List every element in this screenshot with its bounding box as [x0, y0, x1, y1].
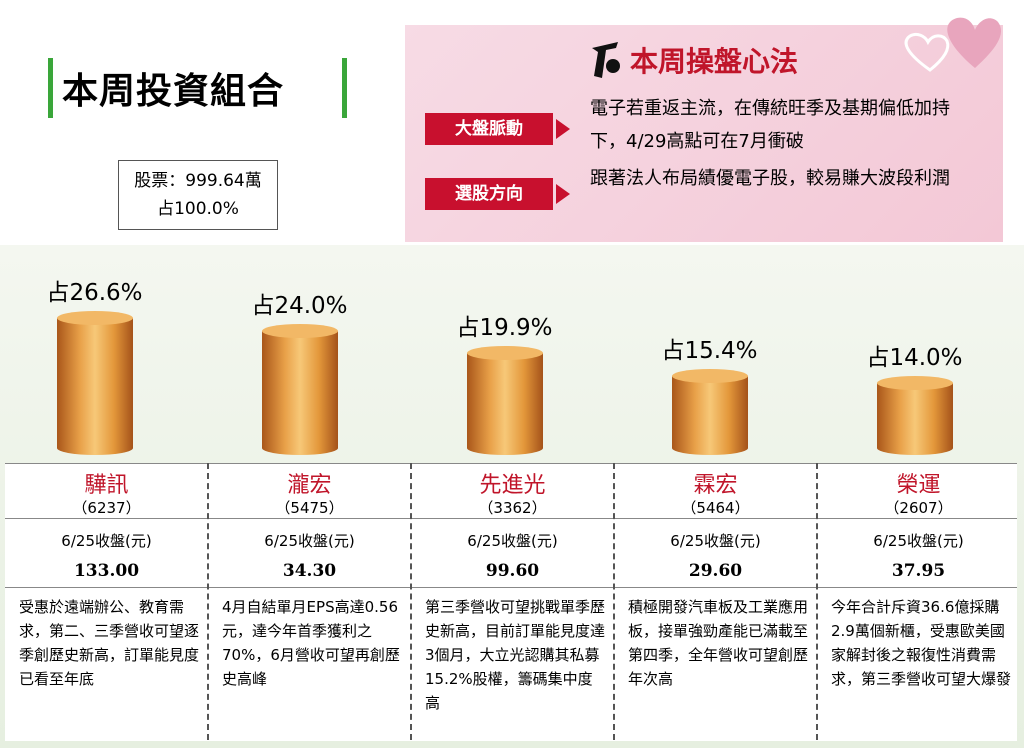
column-divider — [816, 463, 818, 740]
price: 29.60 — [688, 561, 743, 581]
description: 積極開發汽車板及工業應用板，接單強勁產能已滿載至第四季，全年營收可望創歷年次高 — [628, 598, 809, 688]
row-line — [5, 587, 1017, 588]
summary-box: 股票：999.64萬 占100.0% — [118, 160, 278, 230]
description: 4月自結單月EPS高達0.56元，達今年首季獲利之70%，6月營收可望再創歷史高… — [222, 598, 400, 688]
title-bar — [48, 58, 53, 118]
price: 99.60 — [485, 561, 540, 581]
bar — [261, 324, 338, 455]
price: 133.00 — [73, 561, 140, 581]
stock-name: 霖宏 — [693, 473, 738, 498]
strategy-text: 電子若重返主流，在傳統旺季及基期偏低加持下，4/29高點可在7月衝破 — [590, 98, 950, 152]
stock-code: （3362） — [478, 499, 547, 517]
price-label: 6/25收盤(元) — [670, 532, 761, 550]
row-line — [5, 518, 1017, 519]
price-label: 6/25收盤(元) — [61, 532, 152, 550]
price-label: 6/25收盤(元) — [264, 532, 355, 550]
hearts — [904, 17, 1002, 72]
stock-code: （5475） — [275, 499, 344, 517]
value-label: 占26.6% — [46, 280, 143, 306]
column-divider — [207, 463, 209, 740]
summary-line: 股票：999.64萬 — [134, 171, 262, 191]
bar — [671, 368, 748, 455]
stock-name: 榮運 — [896, 473, 941, 498]
strategy-title: 本周操盤心法 — [630, 45, 799, 78]
description: 第三季營收可望挑戰單季歷史新高，目前訂單能見度達3個月，大立光認購其私募15.2… — [425, 598, 606, 712]
description: 受惠於遠端辦公、教育需求，第二、三季營收可望逐季創歷史新高，訂單能見度已看至年底 — [19, 598, 200, 688]
bar — [56, 311, 133, 455]
strategy-text: 跟著法人布局績優電子股，較易賺大波段利潤 — [590, 168, 950, 189]
stock-name: 先進光 — [479, 473, 546, 498]
table — [5, 463, 1017, 741]
summary-line: 占100.0% — [157, 199, 239, 219]
arrow — [556, 119, 570, 139]
stock-code: （2607） — [884, 499, 953, 517]
price-label: 6/25收盤(元) — [873, 532, 964, 550]
title-bar — [342, 58, 347, 118]
strategy-label: 大盤脈動 — [425, 113, 553, 145]
stock-code: （6237） — [72, 499, 141, 517]
page-title: 本周投資組合 — [62, 71, 285, 112]
value-label: 占24.0% — [251, 293, 348, 320]
stock-name: 驊訊 — [84, 473, 129, 498]
strategy-label: 選股方向 — [425, 178, 553, 210]
column-divider — [410, 463, 412, 740]
column-divider — [613, 463, 615, 740]
arrow — [556, 184, 570, 204]
price: 34.30 — [282, 561, 337, 581]
price-label: 6/25收盤(元) — [467, 532, 558, 550]
price: 37.95 — [891, 561, 946, 581]
stock-code: （5464） — [681, 499, 750, 517]
description: 今年合計斥資36.6億採購2.9萬個新櫃，受惠歐美國家解封後之報復性消費需求，第… — [831, 598, 1012, 688]
value-label: 占19.9% — [456, 314, 553, 341]
logo — [592, 42, 620, 78]
bar — [466, 345, 543, 455]
value-label: 占15.4% — [661, 337, 758, 364]
value-label: 占14.0% — [866, 344, 963, 371]
stock-name: 瀧宏 — [287, 473, 332, 498]
bar — [876, 375, 953, 455]
